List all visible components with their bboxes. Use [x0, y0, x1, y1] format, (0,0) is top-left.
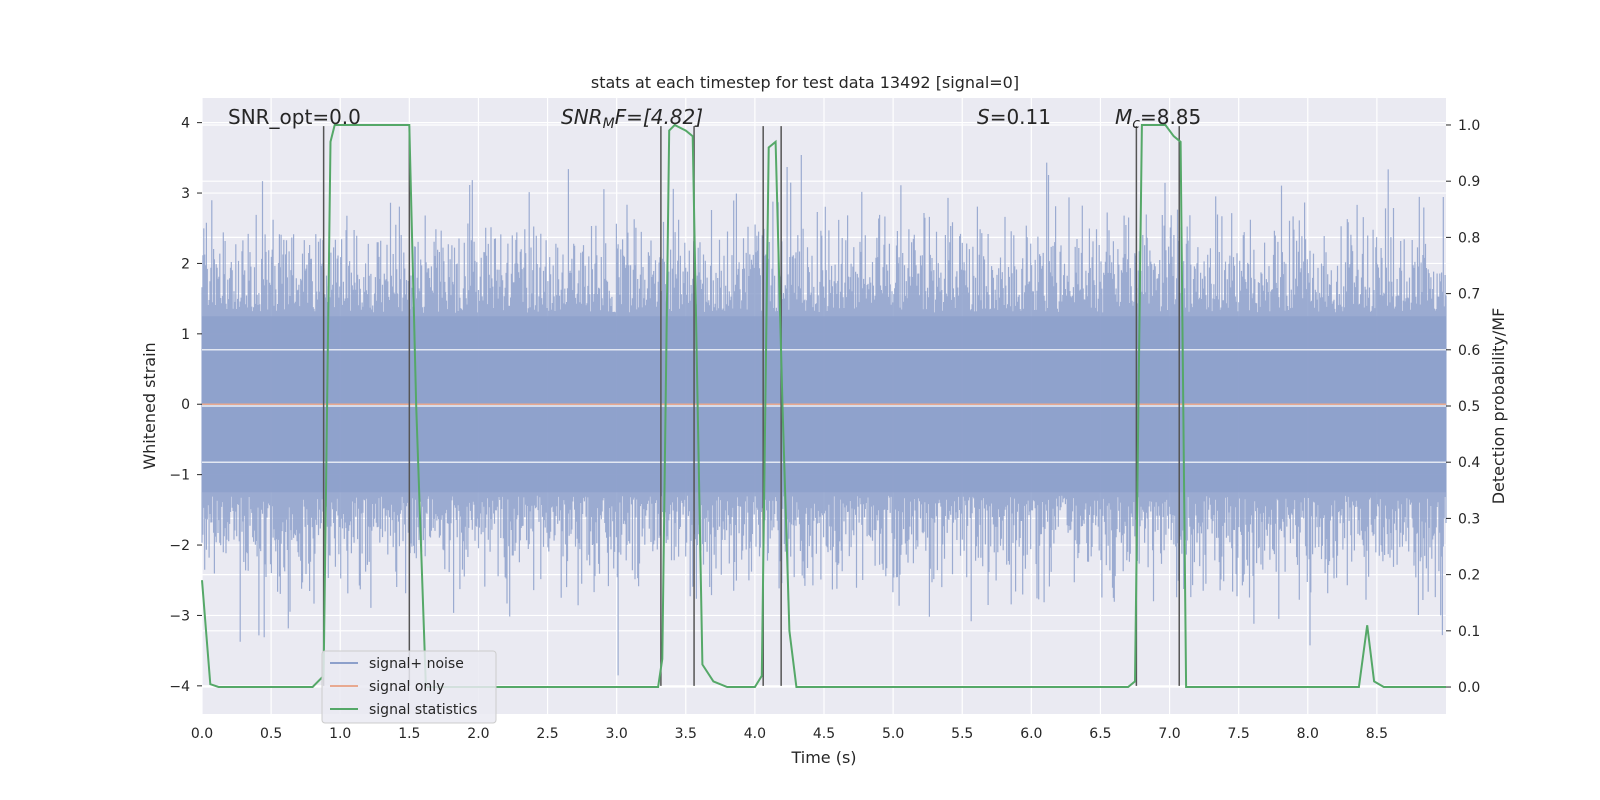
legend-label-signal-statistics: signal statistics — [369, 702, 477, 718]
x-tick-label-17: 8.5 — [1366, 726, 1388, 742]
y-left-tick-label-6: −2 — [169, 538, 190, 554]
annotation-snr-opt: SNR_opt=0.0 — [228, 105, 361, 129]
y-right-tick-label-5: 0.5 — [1458, 399, 1480, 415]
annotation-snr-mf: SNRMF=[4.82] — [561, 105, 703, 132]
x-tick-label-13: 6.5 — [1089, 726, 1111, 742]
y-left-tick-label-2: 2 — [181, 256, 190, 272]
y-right-axis-label: Detection probability/MF — [1489, 308, 1508, 505]
x-tick-label-3: 1.5 — [398, 726, 420, 742]
y-right-tick-label-3: 0.7 — [1458, 287, 1480, 303]
annotation-snr-mf-rest: F=[4.82] — [615, 105, 703, 129]
annotation-mc: Mc=8.85 — [1115, 105, 1201, 132]
annotation-mc-sub: c — [1132, 116, 1140, 132]
y-left-axis-ticks: 4 3 2 1 0 −1 −2 −3 −4 — [169, 116, 202, 695]
y-left-tick-label-3: 1 — [181, 327, 190, 343]
annotation-mc-rest: =8.85 — [1140, 105, 1201, 129]
vertical-markers — [322, 126, 1180, 686]
x-tick-label-6: 3.0 — [606, 726, 628, 742]
x-tick-label-7: 3.5 — [675, 726, 697, 742]
y-right-tick-label-8: 0.2 — [1458, 568, 1480, 584]
y-right-tick-label-6: 0.4 — [1458, 455, 1480, 471]
x-axis-ticks: 0.0 0.5 1.0 1.5 2.0 2.5 3.0 3.5 4.0 4.5 5.0 5.5 6.0 6… — [191, 726, 1388, 742]
x-tick-label-12: 6.0 — [1020, 726, 1042, 742]
y-right-axis-ticks: 1.0 0.9 0.8 0.7 0.6 0.5 0.4 0.3 0.2 0.1 0.0 — [1446, 118, 1480, 696]
y-right-tick-label-1: 0.9 — [1458, 174, 1480, 190]
x-tick-label-15: 7.5 — [1228, 726, 1250, 742]
y-left-tick-label-4: 0 — [181, 397, 190, 413]
y-left-tick-label-0: 4 — [181, 116, 190, 132]
chart-title: stats at each timestep for test data 134… — [591, 73, 1019, 92]
legend-label-signal-noise: signal+ noise — [369, 656, 464, 672]
y-right-tick-label-0: 1.0 — [1458, 118, 1480, 134]
y-left-tick-label-5: −1 — [169, 468, 190, 484]
annotation-s-main: S — [977, 105, 990, 129]
y-right-tick-label-7: 0.3 — [1458, 511, 1480, 527]
legend-label-signal-only: signal only — [369, 679, 444, 695]
y-right-tick-label-2: 0.8 — [1458, 230, 1480, 246]
legend-box — [321, 650, 497, 724]
x-tick-label-5: 2.5 — [536, 726, 558, 742]
y-left-tick-label-7: −3 — [169, 608, 190, 624]
x-tick-label-16: 8.0 — [1297, 726, 1319, 742]
x-tick-label-2: 1.0 — [329, 726, 351, 742]
y-left-axis-label: Whitened strain — [140, 342, 159, 469]
x-tick-label-11: 5.5 — [951, 726, 973, 742]
x-tick-label-8: 4.0 — [744, 726, 766, 742]
x-tick-label-14: 7.0 — [1158, 726, 1180, 742]
annotation-s-rest: =0.11 — [990, 105, 1051, 129]
x-tick-label-1: 0.5 — [260, 726, 282, 742]
signal-statistics-line — [201, 123, 1446, 688]
annotation-mc-main: M — [1115, 105, 1132, 129]
annotation-snr-mf-main: SNR — [561, 105, 603, 129]
annotation-snr-mf-sub: M — [603, 116, 615, 132]
x-axis-label: Time (s) — [790, 748, 856, 767]
x-tick-label-10: 5.0 — [882, 726, 904, 742]
x-tick-label-9: 4.5 — [813, 726, 835, 742]
y-left-tick-label-1: 3 — [181, 186, 190, 202]
legend: signal+ noise signal only signal statist… — [321, 650, 497, 724]
y-right-tick-label-10: 0.0 — [1458, 680, 1480, 696]
y-left-tick-label-8: −4 — [169, 679, 190, 695]
x-tick-label-4: 2.0 — [467, 726, 489, 742]
annotation-s: S=0.11 — [977, 105, 1051, 129]
x-tick-label-0: 0.0 — [191, 726, 213, 742]
y-right-tick-label-4: 0.6 — [1458, 343, 1480, 359]
series-signal-statistics — [201, 123, 1446, 688]
y-right-tick-label-9: 0.1 — [1458, 624, 1480, 640]
